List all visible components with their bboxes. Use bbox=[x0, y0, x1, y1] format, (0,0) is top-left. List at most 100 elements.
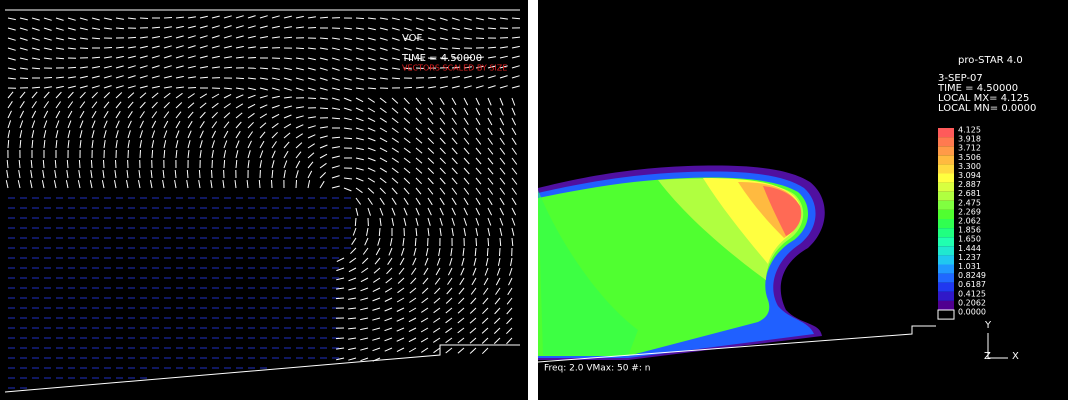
vector bbox=[199, 170, 200, 178]
legend-label: 2.681 bbox=[958, 189, 981, 198]
legend-swatch bbox=[938, 164, 954, 173]
legend-swatch bbox=[938, 219, 954, 228]
legend-swatch bbox=[938, 301, 954, 310]
local-min: LOCAL MN= 0.0000 bbox=[938, 103, 1036, 114]
vector bbox=[415, 238, 416, 246]
legend-label: 2.062 bbox=[958, 217, 981, 226]
vector bbox=[512, 18, 520, 19]
legend-label: 1.237 bbox=[958, 253, 981, 262]
legend-swatch bbox=[938, 228, 954, 237]
title: pro-STAR 4.0 bbox=[958, 55, 1023, 66]
vector bbox=[308, 98, 316, 99]
vector bbox=[379, 228, 380, 236]
vector bbox=[128, 37, 136, 38]
legend-swatch bbox=[938, 201, 954, 210]
legend-label: 3.094 bbox=[958, 171, 981, 180]
legend-swatch bbox=[938, 192, 954, 201]
axis-z: Z bbox=[984, 351, 991, 362]
legend-label: 0.2062 bbox=[958, 298, 986, 307]
vector bbox=[44, 78, 52, 79]
legend-swatch bbox=[938, 265, 954, 274]
vector bbox=[212, 170, 213, 178]
vector bbox=[8, 140, 9, 148]
contour-panel: 4.1253.9183.7123.5063.3003.0942.8872.681… bbox=[538, 0, 1068, 400]
vector bbox=[332, 137, 340, 138]
vector bbox=[116, 160, 117, 168]
legend-swatch bbox=[938, 174, 954, 183]
vector bbox=[164, 150, 165, 158]
vector bbox=[259, 180, 260, 188]
vector bbox=[188, 88, 196, 89]
legend-swatch bbox=[938, 237, 954, 246]
legend-label: 4.125 bbox=[958, 126, 981, 135]
vector bbox=[140, 18, 148, 19]
legend-label: 2.887 bbox=[958, 180, 981, 189]
vector bbox=[55, 160, 56, 168]
legend-label: 1.650 bbox=[958, 235, 981, 244]
vector bbox=[392, 78, 400, 79]
legend-label: 1.856 bbox=[958, 226, 981, 235]
vector bbox=[488, 47, 496, 48]
axis-y: Y bbox=[984, 320, 992, 331]
vof-panel: VOF TIME = 4.50000 VECTORS SCALED BY SIZ… bbox=[0, 0, 528, 400]
legend-swatch bbox=[938, 146, 954, 155]
footer: Freq: 2.0 VMax: 50 #: n bbox=[544, 364, 650, 374]
vector bbox=[79, 160, 80, 168]
vector bbox=[67, 160, 68, 168]
vector bbox=[500, 238, 501, 246]
vector bbox=[104, 160, 105, 168]
vector bbox=[116, 28, 124, 29]
vector bbox=[272, 180, 273, 188]
vector bbox=[91, 160, 92, 168]
legend-label: 3.506 bbox=[958, 153, 981, 162]
vector bbox=[344, 138, 352, 139]
legend-label: 0.4125 bbox=[958, 289, 986, 298]
vector bbox=[43, 160, 44, 168]
vector bbox=[140, 150, 141, 158]
legend-label: 2.269 bbox=[958, 207, 981, 216]
vector bbox=[356, 18, 364, 19]
legend-label: 1.031 bbox=[958, 262, 981, 271]
vector bbox=[224, 67, 232, 68]
vector bbox=[187, 170, 188, 178]
legend-swatch bbox=[938, 137, 954, 146]
legend-label: 0.0000 bbox=[958, 308, 986, 317]
legend-swatch bbox=[938, 183, 954, 192]
vector bbox=[104, 48, 112, 49]
legend-label: 2.475 bbox=[958, 198, 981, 207]
legend-swatch bbox=[938, 292, 954, 301]
color-legend: 4.1253.9183.7123.5063.3003.0942.8872.681… bbox=[938, 126, 986, 320]
legend-swatch bbox=[938, 274, 954, 283]
vector bbox=[320, 38, 328, 39]
vector bbox=[487, 248, 488, 256]
vector bbox=[428, 77, 436, 78]
legend-label: 3.712 bbox=[958, 144, 981, 153]
legend-swatch bbox=[938, 283, 954, 292]
time-label: TIME = 4.50000 bbox=[401, 53, 482, 64]
vector bbox=[56, 58, 64, 59]
vector bbox=[152, 150, 153, 158]
vector bbox=[336, 298, 344, 299]
legend-label: 0.8249 bbox=[958, 271, 986, 280]
vector bbox=[248, 58, 256, 59]
legend-swatch bbox=[938, 210, 954, 219]
vector bbox=[224, 160, 225, 168]
vector bbox=[68, 67, 76, 68]
legend-label: 0.6187 bbox=[958, 280, 986, 289]
vector bbox=[500, 248, 501, 256]
vector bbox=[320, 108, 328, 109]
vector bbox=[80, 48, 88, 49]
legend-swatch bbox=[938, 310, 954, 319]
legend-label: 3.300 bbox=[958, 162, 981, 171]
vector bbox=[476, 38, 484, 39]
vector bbox=[296, 180, 297, 188]
vector bbox=[404, 87, 412, 88]
vector bbox=[476, 238, 477, 246]
vector bbox=[336, 338, 344, 339]
legend-swatch bbox=[938, 128, 954, 137]
vector bbox=[488, 238, 489, 246]
axis-x: X bbox=[1012, 351, 1019, 362]
vector bbox=[260, 68, 268, 69]
vector bbox=[308, 28, 316, 29]
legend-label: 1.444 bbox=[958, 244, 981, 253]
